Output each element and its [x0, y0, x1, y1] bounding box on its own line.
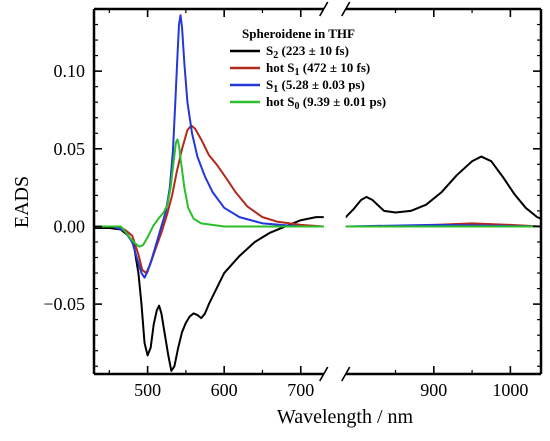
series-0-line-right [345, 155, 541, 220]
series-1-line-left [94, 124, 324, 275]
series-0 [94, 155, 541, 372]
x-tick-label: 900 [420, 380, 447, 400]
legend-label-2: S1 (5.28 ± 0.03 ps) [266, 77, 365, 95]
series-2-line-left [94, 14, 324, 279]
x-tick-label: 600 [211, 380, 238, 400]
series-0-line-left [94, 216, 324, 372]
axis-break-mark-0-1 [341, 1, 351, 17]
y-axis-title: EADS [11, 176, 33, 228]
legend-label-1: hot S1 (472 ± 10 fs) [266, 60, 370, 78]
y-tick-label: −0.05 [43, 294, 85, 314]
legend-label-3: hot S0 (9.39 ± 0.01 ps) [266, 94, 386, 112]
x-tick-label: 500 [134, 380, 161, 400]
x-tick-label: 1000 [492, 380, 528, 400]
legend-label-0: S2 (223 ± 10 fs) [266, 43, 349, 61]
y-tick-label: 0.10 [54, 61, 86, 81]
axis-break-mark-0-0 [319, 1, 329, 17]
x-axis-title: Wavelength / nm [277, 406, 414, 428]
series-3-line-left [94, 138, 324, 248]
x-tick-label: 700 [287, 380, 314, 400]
series-layer [94, 14, 541, 372]
y-tick-label: 0.05 [54, 139, 86, 159]
axis-break-mark-1-0 [319, 366, 329, 382]
axes-layer: −0.05 0.00 0.05 0.10 500 600 700 900 1000 [43, 1, 543, 400]
series-1 [94, 124, 541, 275]
legend-title: Spheroidene in THF [242, 26, 355, 41]
series-3 [94, 138, 541, 248]
legend: Spheroidene in THF S2 (223 ± 10 fs)hot S1… [230, 26, 386, 112]
y-tick-label: 0.00 [54, 216, 86, 236]
axis-break-mark-1-1 [341, 366, 351, 382]
